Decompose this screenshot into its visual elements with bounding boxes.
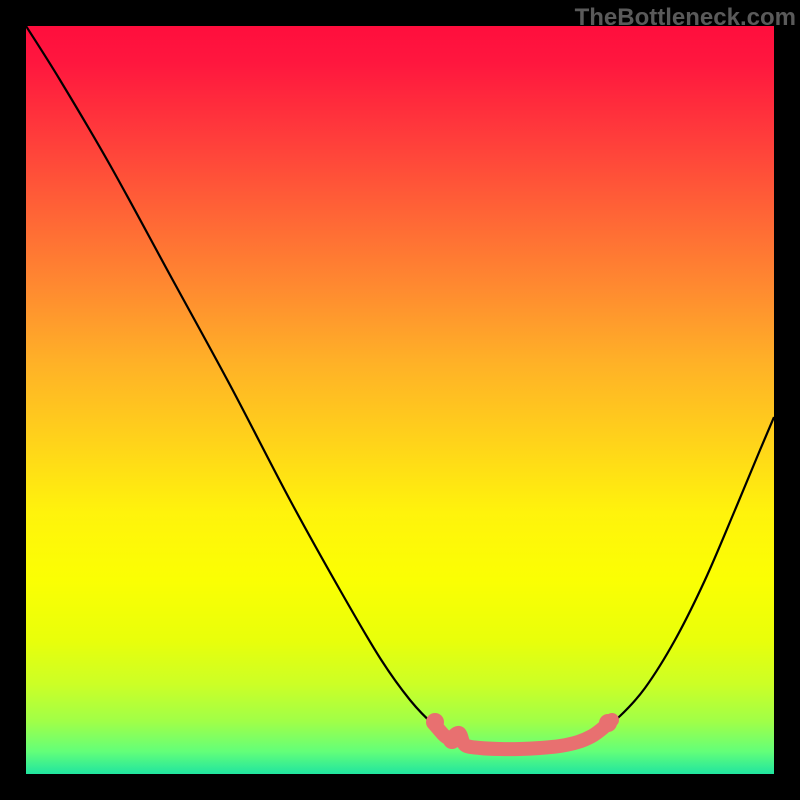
bottleneck-chart <box>0 0 800 800</box>
highlight-dot <box>599 714 617 732</box>
highlight-dot <box>443 731 461 749</box>
highlight-dot <box>426 713 444 731</box>
watermark-text: TheBottleneck.com <box>575 4 796 32</box>
